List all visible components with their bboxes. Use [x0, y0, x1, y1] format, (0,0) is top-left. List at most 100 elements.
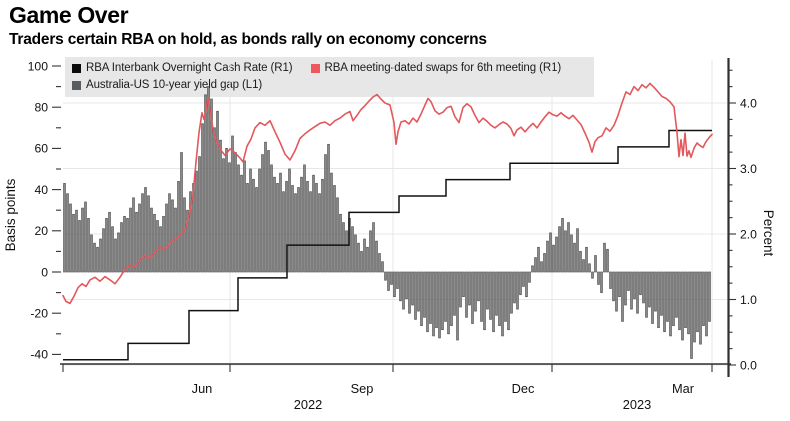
yield-gap-bar [225, 148, 228, 273]
yield-gap-bar [141, 193, 144, 273]
yield-gap-bar [450, 271, 453, 326]
yield-gap-bar [468, 271, 471, 306]
yield-gap-bar [210, 98, 213, 273]
yield-gap-bar [672, 271, 675, 326]
yield-gap-bar [129, 207, 132, 273]
right-axis-tick-label: 4.0 [740, 96, 757, 110]
legend-item-yield-gap: Australia-US 10-year yield gap (L1) [72, 77, 262, 94]
yield-gap-bar [702, 271, 705, 326]
yield-gap-bar [270, 164, 273, 273]
yield-gap-bar [693, 271, 696, 343]
yield-gap-bar [696, 271, 699, 333]
yield-gap-bar [219, 139, 222, 273]
yield-gap-bar [642, 271, 645, 304]
yield-gap-bar [360, 251, 363, 273]
yield-gap-bar [516, 271, 519, 310]
yield-gap-bar [402, 271, 405, 310]
yield-gap-bar [363, 238, 366, 273]
yield-gap-bar [687, 271, 690, 335]
legend-label-swaps: RBA meeting-dated swaps for 6th meeting … [324, 62, 562, 74]
yield-gap-bar [105, 218, 108, 273]
yield-gap-bar [549, 232, 552, 273]
swaps-swatch-icon [310, 64, 320, 73]
yield-gap-bar [573, 242, 576, 273]
page-title: Game Over [9, 2, 129, 28]
legend-item-cash-rate: RBA Interbank Overnight Cash Rate (R1) [72, 60, 293, 77]
yield-gap-bar [258, 168, 261, 273]
yield-gap-bar [615, 271, 618, 312]
yield-gap-bar [321, 178, 324, 273]
yield-gap-bar [183, 197, 186, 273]
yield-gap-bar [609, 271, 612, 289]
yield-gap-bar [300, 176, 303, 273]
left-axis-tick-label: -40 [30, 348, 48, 362]
yield-gap-bar [234, 152, 237, 273]
yield-gap-bar [522, 271, 525, 287]
yield-gap-bar [663, 271, 666, 333]
yield-gap-bar [96, 246, 99, 273]
yield-gap-bar [204, 94, 207, 273]
right-axis-tick-label: 3.0 [740, 162, 757, 176]
yield-gap-bar [591, 271, 594, 279]
yield-gap-bar [357, 242, 360, 273]
yield-gap-bar [636, 271, 639, 314]
swaps-line [62, 82, 713, 305]
yield-gap-bar [597, 271, 600, 285]
yield-gap-bar [327, 143, 330, 273]
yield-gap-bar [546, 240, 549, 273]
yield-gap-bar [564, 230, 567, 273]
yield-gap-bar [627, 271, 630, 291]
yield-gap-bar [441, 271, 444, 331]
yield-gap-bar [339, 213, 342, 273]
x-axis-month-label: Sep [351, 381, 374, 396]
yield-gap-bar [246, 183, 249, 273]
yield-gap-bar [528, 271, 531, 283]
yield-gap-bar [678, 271, 681, 331]
yield-gap-bar [201, 123, 204, 273]
yield-gap-bar [675, 271, 678, 318]
yield-gap-bar [303, 164, 306, 273]
yield-gap-bar [381, 261, 384, 273]
yield-gap-bar [618, 271, 621, 298]
yield-gap-bar [462, 271, 465, 298]
yield-gap-bar [165, 203, 168, 273]
yield-gap-bar [216, 110, 219, 273]
yield-gap-bar [444, 271, 447, 322]
yield-gap-bar [354, 234, 357, 273]
x-axis-month-label: Dec [512, 381, 535, 396]
yield-gap-bar [471, 271, 474, 324]
yield-gap-bar [114, 238, 117, 273]
x-axis-month-label: Jun [192, 381, 213, 396]
legend-label-cash-rate: RBA Interbank Overnight Cash Rate (R1) [86, 62, 293, 74]
yield-gap-bar [558, 226, 561, 273]
yield-gap-bar [153, 213, 156, 273]
yield-gap-bar [366, 246, 369, 273]
yield-gap-bar [243, 160, 246, 273]
left-axis-tick-label: 100 [28, 59, 49, 73]
right-axis-tick-label: 2.0 [740, 227, 757, 241]
cash-rate-swatch-icon [72, 64, 81, 73]
left-axis-tick-label: 20 [34, 224, 48, 238]
yield-gap-bar [324, 154, 327, 273]
yield-gap-bar [543, 253, 546, 273]
yield-gap-bar [570, 234, 573, 273]
yield-gap-bar [264, 141, 267, 273]
yield-gap-bar [372, 222, 375, 273]
yield-gap-bar [456, 271, 459, 341]
yield-gap-bar [162, 216, 165, 273]
yield-gap-bar [639, 271, 642, 296]
yield-gap-bar [123, 216, 126, 273]
yield-gap-bar [306, 181, 309, 273]
yield-gap-bar [552, 244, 555, 273]
yield-gap-bar [195, 170, 198, 273]
chart-legend: RBA Interbank Overnight Cash Rate (R1) R… [65, 57, 594, 97]
yield-gap-swatch-icon [72, 81, 81, 90]
yield-gap-bar [273, 176, 276, 273]
yield-gap-bar [669, 271, 672, 337]
yield-gap-bar [171, 199, 174, 273]
yield-gap-bar [477, 271, 480, 302]
legend-row-2: Australia-US 10-year yield gap (L1) [72, 77, 588, 94]
yield-gap-bar [66, 193, 69, 273]
